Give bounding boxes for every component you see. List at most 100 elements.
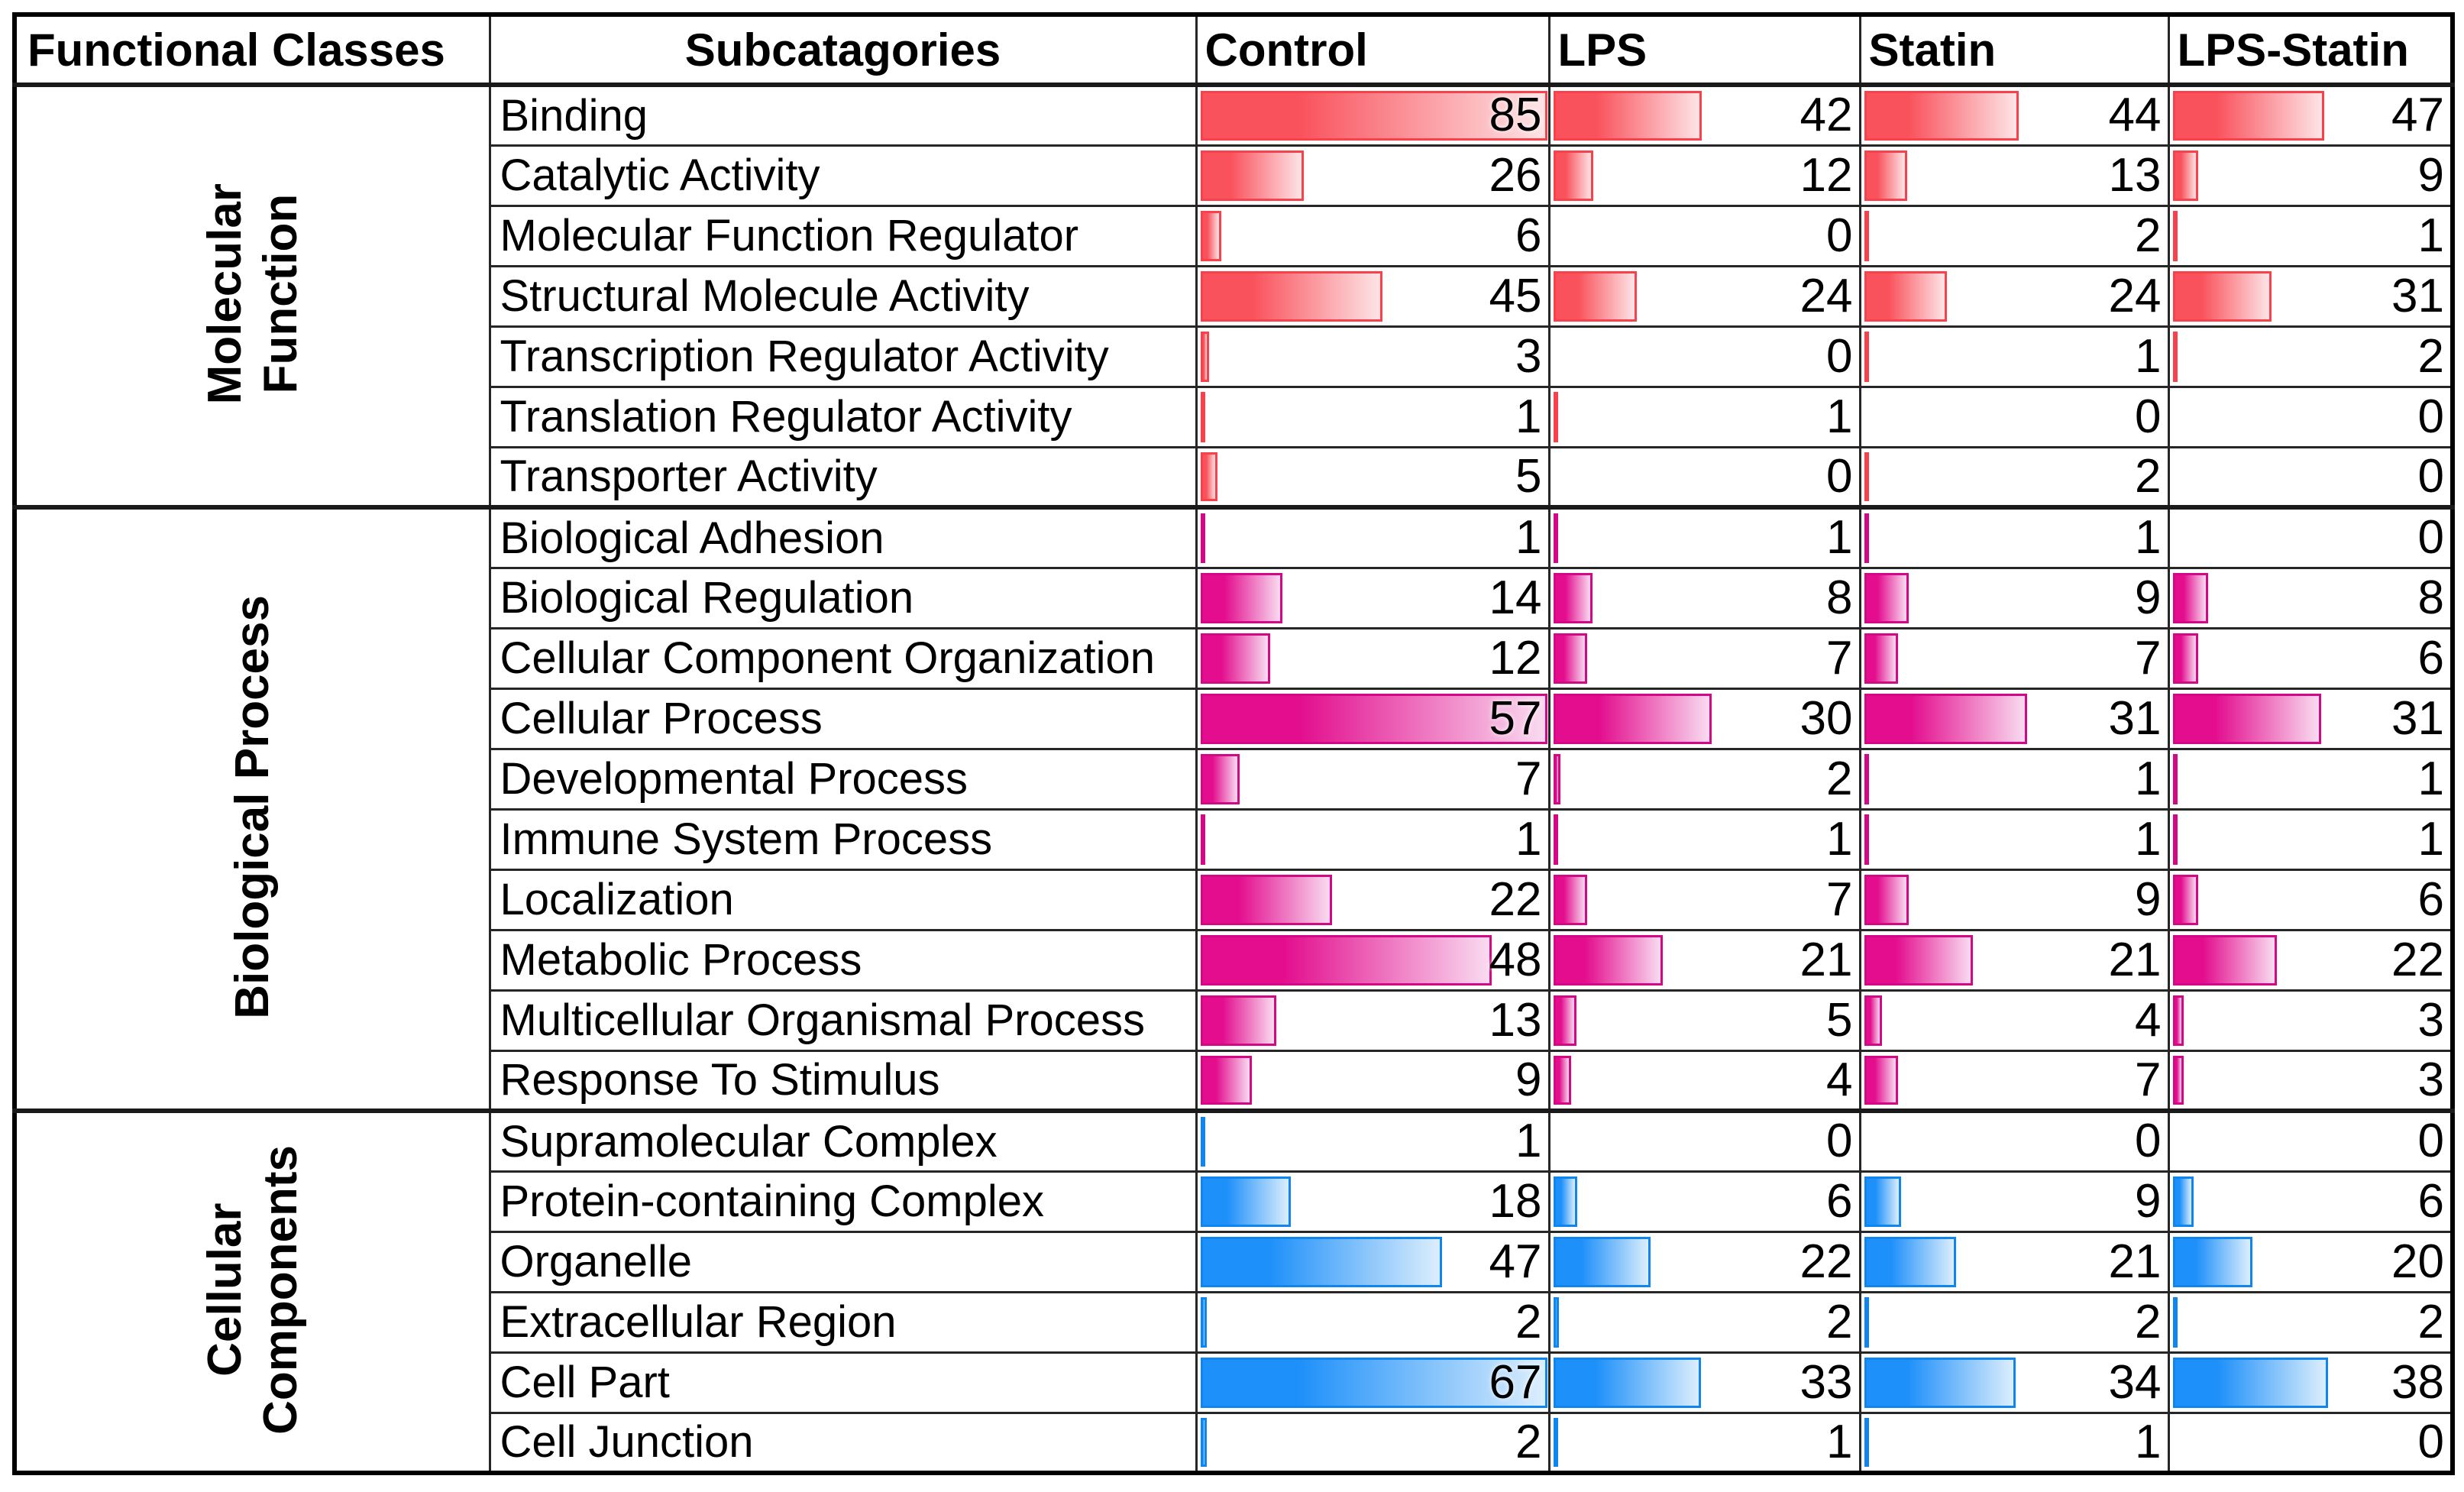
value-text: 42 [1799, 89, 1853, 142]
value-cell-lps-statin: 1 [2167, 747, 2454, 811]
value-text: 7 [1826, 872, 1853, 926]
header-lps: LPS [1547, 13, 1861, 87]
value-cell-lps: 0 [1547, 1108, 1861, 1173]
value-text: 30 [1799, 691, 1853, 745]
subcategory-label: Developmental Process [488, 747, 1198, 811]
data-bar [2172, 1055, 2184, 1105]
bar-container: 1 [1862, 512, 2166, 565]
subcategory-label: Catalytic Activity [488, 144, 1198, 207]
data-bar [1200, 391, 1205, 442]
value-cell-lps: 2 [1547, 1290, 1861, 1354]
table-row: Cellular Components Supramolecular Comple… [13, 1108, 2454, 1474]
functional-classes-table: Functional Classes Subcatagories Control… [12, 12, 2455, 1475]
value-cell-lps-statin: 22 [2167, 928, 2454, 992]
value-cell-lps: 7 [1547, 868, 1861, 931]
data-bar [1553, 391, 1558, 442]
value-text: 12 [1799, 148, 1853, 202]
value-text: 2 [1515, 1295, 1542, 1348]
bar-container: 4 [1862, 992, 2166, 1048]
bar-container: 2 [1862, 449, 2166, 505]
value-text: 0 [2417, 1415, 2444, 1468]
table-row: Molecular Function Binding 85 42 44 47 [13, 83, 2454, 509]
value-cell-control: 48 [1195, 928, 1551, 992]
value-cell-lps: 33 [1547, 1351, 1861, 1414]
table-row: Transcription Regulator Activity 3 0 1 2 [15, 325, 2454, 388]
value-cell-statin: 1 [1858, 1411, 2170, 1474]
value-cell-statin: 9 [1858, 566, 2170, 629]
subcategory-label: Supramolecular Complex [488, 1108, 1198, 1173]
value-text: 1 [1515, 390, 1542, 443]
value-cell-control: 7 [1195, 747, 1551, 811]
value-cell-statin: 13 [1858, 144, 2170, 207]
value-cell-control: 1 [1195, 385, 1551, 448]
bar-container: 13 [1862, 147, 2166, 203]
bar-container: 1 [1551, 389, 1858, 445]
table-row: Cellular Component Organization 12 7 7 6 [15, 626, 2454, 690]
value-cell-lps-statin: 0 [2167, 1411, 2454, 1474]
value-text: 3 [2417, 993, 2444, 1047]
data-bar [1200, 1055, 1252, 1105]
bar-container: 1 [2171, 208, 2450, 264]
section-label-text: Cellular Components [198, 1145, 307, 1435]
data-bar [2172, 874, 2199, 925]
value-cell-statin: 21 [1858, 1230, 2170, 1293]
value-cell-lps-statin: 0 [2167, 445, 2454, 509]
value-text: 1 [2135, 752, 2162, 805]
value-cell-lps-statin: 8 [2167, 566, 2454, 629]
value-text: 21 [1799, 933, 1853, 986]
data-bar [2172, 1176, 2194, 1227]
value-cell-lps-statin: 9 [2167, 144, 2454, 207]
value-text: 6 [2417, 631, 2444, 685]
data-bar [1864, 451, 1869, 501]
data-bar [1553, 572, 1593, 623]
value-cell-lps-statin: 38 [2167, 1351, 2454, 1414]
section-label-text: Molecular Function [198, 183, 307, 405]
bar-container: 85 [1198, 87, 1547, 143]
subcategory-label: Cell Part [488, 1351, 1198, 1414]
header-control: Control [1195, 13, 1551, 87]
value-cell-statin: 0 [1858, 385, 2170, 448]
bar-container: 5 [1198, 449, 1547, 505]
value-text: 31 [2108, 691, 2162, 745]
section-label-molecular-function: Molecular Function [13, 83, 491, 509]
bar-container: 0 [2171, 1115, 2450, 1169]
data-bar [1200, 1117, 1205, 1167]
data-bar [1864, 1176, 1902, 1227]
subcategory-label: Multicellular Organismal Process [488, 989, 1198, 1052]
value-text: 0 [2417, 390, 2444, 443]
value-text: 21 [2108, 933, 2162, 986]
table-row: Immune System Process 1 1 1 1 [15, 807, 2454, 871]
value-cell-lps: 0 [1547, 445, 1861, 509]
data-bar [1864, 633, 1898, 684]
value-text: 2 [2135, 449, 2162, 503]
value-text: 13 [2108, 148, 2162, 202]
value-text: 9 [2135, 872, 2162, 926]
bar-container: 9 [1862, 570, 2166, 626]
bar-container: 33 [1551, 1354, 1858, 1410]
bar-container: 22 [1198, 872, 1547, 927]
data-bar [1864, 210, 1869, 261]
bar-container: 1 [1862, 1415, 2166, 1471]
value-text: 1 [2135, 1415, 2162, 1468]
value-text: 85 [1489, 89, 1542, 142]
value-cell-control: 47 [1195, 1230, 1551, 1293]
value-cell-lps-statin: 2 [2167, 325, 2454, 388]
value-text: 1 [2417, 209, 2444, 262]
data-bar [1553, 633, 1588, 684]
subcategory-label: Binding [488, 83, 1198, 147]
go-classification-figure: Functional Classes Subcatagories Control… [12, 12, 2455, 1475]
bar-container: 2 [1862, 208, 2166, 264]
data-bar [1200, 150, 1304, 201]
value-cell-lps: 1 [1547, 505, 1861, 569]
value-cell-control: 57 [1195, 687, 1551, 750]
value-text: 22 [2391, 933, 2444, 986]
value-cell-lps: 1 [1547, 385, 1861, 448]
bar-container: 26 [1198, 147, 1547, 203]
value-cell-lps-statin: 0 [2167, 385, 2454, 448]
subcategory-label: Cellular Component Organization [488, 626, 1198, 690]
value-text: 6 [2417, 1174, 2444, 1228]
section-label-cellular-components: Cellular Components [13, 1108, 491, 1474]
value-text: 6 [2417, 872, 2444, 926]
value-cell-lps: 0 [1547, 204, 1861, 267]
bar-container: 1 [1862, 811, 2166, 867]
